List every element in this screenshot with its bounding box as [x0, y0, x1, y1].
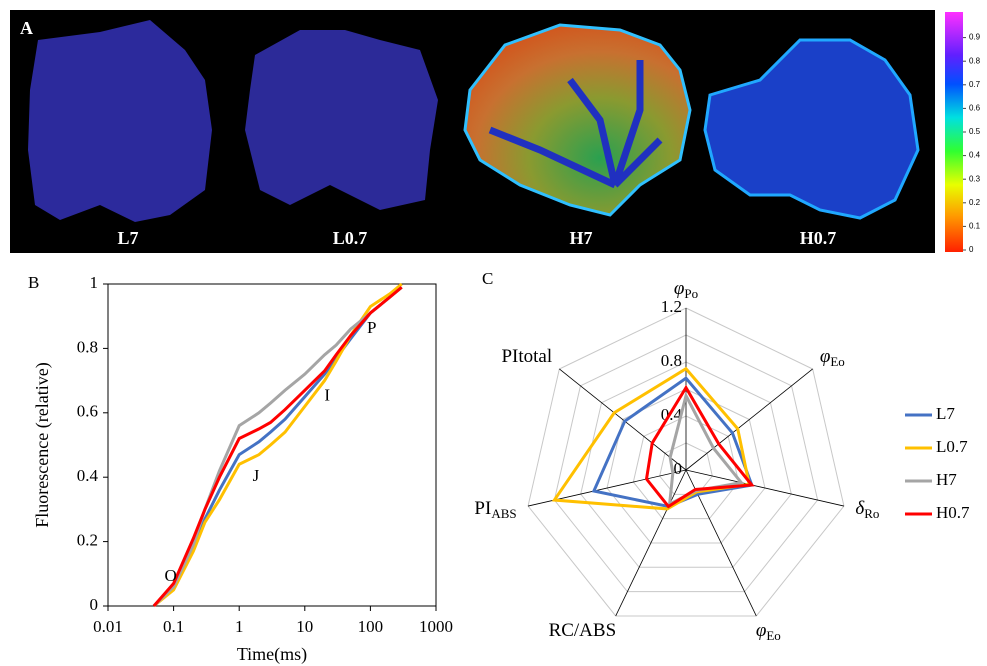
colorbar-tick-label: 0 [969, 245, 974, 254]
colorbar-tick-label: 0.6 [969, 104, 981, 113]
x-axis-label: Time(ms) [237, 644, 307, 665]
grid-ring [553, 334, 819, 593]
spoke [615, 469, 687, 617]
axis-label-main: φ [756, 621, 767, 642]
annotation: I [324, 386, 330, 405]
legend-label: L0.7 [936, 437, 968, 456]
colorbar-tick-label: 0.8 [969, 56, 981, 65]
panel-label: B [28, 273, 39, 292]
y-tick-label: 0.6 [77, 402, 98, 421]
spoke [685, 469, 845, 507]
y-tick-label: 0.2 [77, 531, 98, 550]
axis-label-main: φ [674, 278, 685, 299]
axis-label-sub: ABS [491, 506, 516, 521]
x-tick-label: 1 [235, 617, 244, 636]
colorbar-tick-label: 0.7 [969, 80, 981, 89]
r-tick-label: 0.8 [661, 351, 682, 370]
r-tick-label: 1.2 [661, 297, 682, 316]
x-tick-label: 10 [296, 617, 313, 636]
axis-label: φPo [674, 278, 698, 301]
axis-label-sub: Eo [830, 354, 844, 369]
legend-label: L7 [936, 404, 955, 423]
colorbar-tick-label: 0.3 [969, 174, 981, 183]
axis-label-main: RC/ABS [549, 621, 617, 642]
grid-ring [527, 307, 845, 617]
axis-label-main: PItotal [501, 346, 552, 367]
radar-series [644, 384, 755, 509]
annotation: O [164, 566, 176, 585]
line-series [152, 286, 403, 607]
image-label: H7 [569, 228, 592, 248]
x-tick-label: 0.01 [93, 617, 123, 636]
legend-label: H7 [936, 470, 957, 489]
r-tick-label: 0 [674, 459, 683, 478]
axis-label-main: δ [855, 498, 865, 519]
axis-label: φEo [756, 621, 781, 644]
colorbar [945, 12, 963, 252]
axis-label: RC/ABS [549, 621, 617, 642]
y-tick-label: 0 [90, 595, 99, 614]
image-label: H0.7 [800, 228, 837, 248]
image-label: L0.7 [333, 228, 368, 248]
spoke [685, 368, 813, 471]
colorbar-tick-label: 0.1 [969, 222, 981, 231]
colorbar-tick-label: 0.9 [969, 33, 981, 42]
grid-ring [632, 415, 740, 520]
colorbar-tick-label: 0.5 [969, 127, 981, 136]
axis-label-sub: Po [684, 286, 698, 301]
leaf-image [245, 30, 438, 210]
plot-frame [107, 283, 437, 607]
x-tick-label: 1000 [419, 617, 453, 636]
annotation: J [253, 466, 260, 485]
panel-label: A [20, 18, 33, 38]
annotation: P [367, 318, 376, 337]
leaf-image [703, 38, 920, 220]
leaf-veins [488, 60, 663, 189]
line-series [152, 282, 403, 608]
radar-series [551, 366, 751, 511]
axis-label: PIABS [474, 498, 516, 521]
axis-label: δRo [855, 498, 879, 521]
colorbar-tick-label: 0.4 [969, 151, 981, 160]
axis-label-main: PI [474, 498, 491, 519]
axis-label: φEo [820, 346, 845, 369]
legend-label: H0.7 [936, 503, 970, 522]
spoke [559, 368, 687, 471]
panel-label: C [482, 269, 493, 288]
axis-label: PItotal [501, 346, 552, 367]
y-tick-label: 0.8 [77, 337, 98, 356]
x-tick-label: 0.1 [163, 617, 184, 636]
grid-ring [580, 361, 792, 568]
leaf-image [28, 20, 212, 222]
axis-label-sub: Eo [766, 628, 780, 643]
y-tick-label: 0.4 [77, 466, 99, 485]
axis-label-sub: Ro [864, 506, 879, 521]
y-axis-label: Fluorescence (relative) [32, 362, 53, 527]
y-tick-label: 1 [90, 273, 99, 292]
x-tick-label: 100 [358, 617, 384, 636]
axis-label-main: φ [820, 346, 831, 367]
colorbar-tick-label: 0.2 [969, 198, 981, 207]
image-label: L7 [117, 228, 138, 248]
